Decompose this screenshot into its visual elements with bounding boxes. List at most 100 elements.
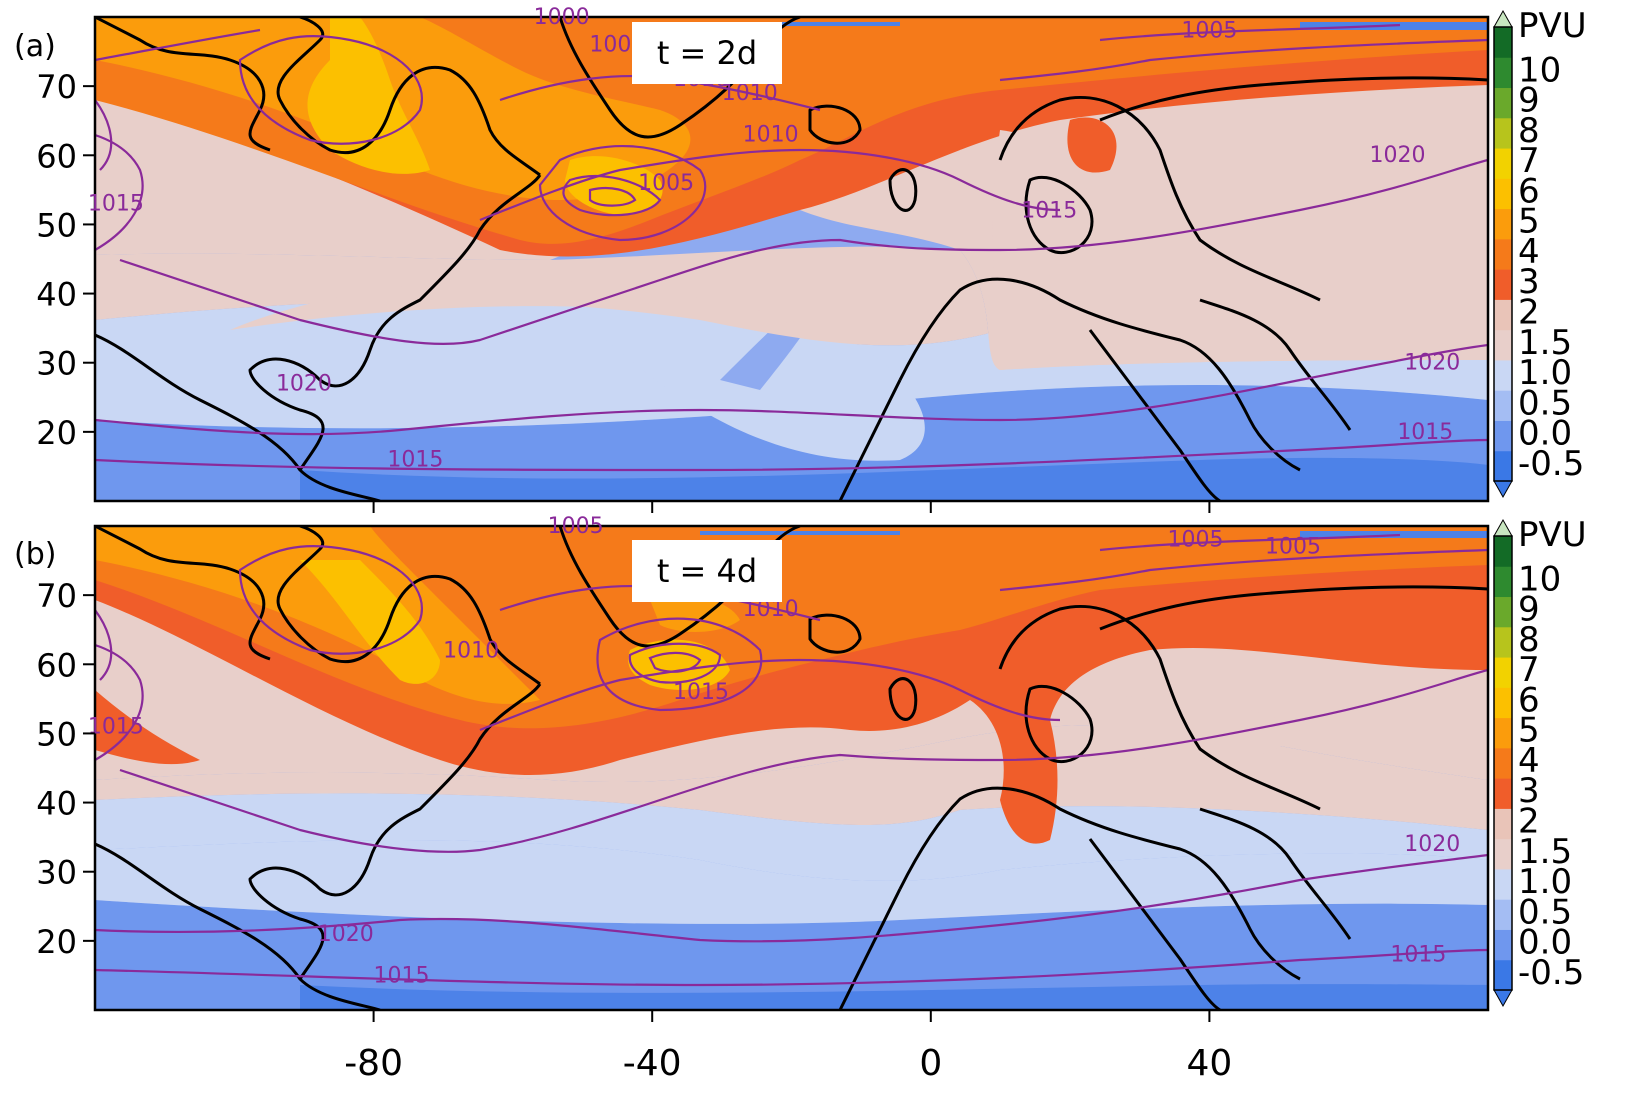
colorbar-segment-b <box>1494 566 1512 598</box>
colorbar-unit-a: PVU <box>1518 6 1587 46</box>
colorbar-label-b: 1.0 <box>1518 862 1572 902</box>
contour-label-a: 1015 <box>387 447 443 472</box>
colorbar-label-a: 2 <box>1518 293 1540 333</box>
colorbar-label-b: 4 <box>1518 741 1540 781</box>
colorbar-segment-b <box>1494 657 1512 688</box>
colorbar-min-arrow-b <box>1493 989 1513 1008</box>
pressure-contours-a <box>95 23 1488 472</box>
colorbar-label-a: 1.5 <box>1518 323 1572 363</box>
time-label-b: t = 4d <box>657 552 757 590</box>
coastlines-b <box>95 526 1488 1010</box>
time-label-a: t = 2d <box>657 34 757 72</box>
colorbar-outline-b <box>1493 535 1513 991</box>
colorbar-segment-b <box>1494 626 1512 658</box>
lon-tick-label: -40 <box>623 1043 682 1084</box>
colorbar-label-a: 5 <box>1518 202 1540 242</box>
colorbar-segment-b <box>1494 536 1512 567</box>
lat-tick-label-b: 40 <box>36 785 77 823</box>
contour-label-b: 1015 <box>1390 943 1446 968</box>
lat-tick-label-a: 30 <box>36 345 77 383</box>
colorbar-label-b: 6 <box>1518 680 1540 720</box>
contour-label-b: 1015 <box>673 680 729 705</box>
colorbar-segment-a <box>1494 178 1512 210</box>
contour-label-a: 1020 <box>1369 143 1425 168</box>
lat-tick-label-a: 20 <box>36 414 77 452</box>
colorbar-segment-a <box>1494 148 1512 179</box>
colorbar-max-arrow-a <box>1493 9 1513 28</box>
colorbar-label-b: 0.5 <box>1518 892 1572 932</box>
colorbar-unit-b: PVU <box>1518 515 1587 555</box>
colorbar-label-b: 0.0 <box>1518 923 1572 963</box>
lat-tick-label-b: 70 <box>36 577 77 615</box>
contour-label-b: 1020 <box>318 922 374 947</box>
colorbar-label-b: 2 <box>1518 802 1540 842</box>
colorbar-label-a: 10 <box>1518 50 1561 90</box>
contour-label-a: 1015 <box>88 192 144 217</box>
contour-label-a: 1020 <box>276 371 332 396</box>
lon-ticks: -80 -40 0 40 <box>344 501 1232 1084</box>
colorbar-segment-a <box>1494 238 1512 270</box>
pv-field-a <box>95 17 1488 501</box>
colorbar-label-b: -0.5 <box>1518 953 1584 993</box>
panel-a-frame <box>93 15 1490 503</box>
panel-label-a: (a) <box>14 29 56 64</box>
colorbar-label-a: 9 <box>1518 81 1540 121</box>
colorbar-segment-a <box>1494 359 1512 391</box>
contour-label-a: 1020 <box>1404 351 1460 376</box>
contour-label-b: 1015 <box>373 963 429 988</box>
colorbar-segment-b <box>1494 899 1512 930</box>
pressure-contours-b <box>95 533 1488 987</box>
colorbar-segment-a <box>1494 87 1512 119</box>
colorbar-segment-b <box>1494 687 1512 719</box>
colorbar-segment-a <box>1494 450 1512 482</box>
colorbar-label-a: 1.0 <box>1518 353 1572 393</box>
colorbar-label-a: 6 <box>1518 171 1540 211</box>
contour-label-b: 1010 <box>443 638 499 663</box>
lat-tick-label-b: 50 <box>36 715 77 753</box>
lon-tick-label: -80 <box>344 1043 403 1084</box>
colorbar-label-a: -0.5 <box>1518 444 1584 484</box>
lat-tick-label-a: 70 <box>36 68 77 106</box>
colorbar-segment-b <box>1494 808 1512 840</box>
contour-label-b: 1005 <box>1265 535 1321 560</box>
colorbar-label-a: 4 <box>1518 232 1540 272</box>
contour-label-a: 1010 <box>743 122 799 147</box>
colorbar-label-b: 8 <box>1518 620 1540 660</box>
contour-label-b: 1015 <box>88 714 144 739</box>
colorbar-segment-a <box>1494 299 1512 331</box>
colorbar-label-a: 0.0 <box>1518 414 1572 454</box>
lat-tick-label-a: 60 <box>36 137 77 175</box>
colorbar-segment-b <box>1494 868 1512 900</box>
panel-a: 1000100510051010101010101005101510151020… <box>14 5 1587 503</box>
colorbar-segment-a <box>1494 27 1512 58</box>
colorbar-label-b: 9 <box>1518 590 1540 630</box>
lat-tick-label-a: 40 <box>36 276 77 314</box>
colorbar-segment-a <box>1494 329 1512 361</box>
contour-label-b: 1005 <box>548 514 604 539</box>
contour-label-a: 1010 <box>722 81 778 106</box>
contour-label-a: 1015 <box>1397 420 1453 445</box>
colorbar-outline-a <box>1493 26 1513 482</box>
colorbar-segment-b <box>1494 747 1512 779</box>
colorbar-label-a: 8 <box>1518 111 1540 151</box>
colorbar-label-b: 1.5 <box>1518 832 1572 872</box>
lat-tick-label-b: 60 <box>36 646 77 684</box>
colorbar-label-a: 3 <box>1518 262 1540 302</box>
colorbar-label-a: 7 <box>1518 141 1540 181</box>
colorbar-segment-b <box>1494 596 1512 628</box>
colorbar-min-arrow-a <box>1493 480 1513 499</box>
contour-label-a: 1005 <box>638 171 694 196</box>
panel-b-frame <box>93 524 1490 1012</box>
lat-ticks-a: 20 30 40 50 60 70 <box>36 68 95 452</box>
contour-label-b: 1005 <box>1167 528 1223 553</box>
colorbar-segment-a <box>1494 390 1512 421</box>
colorbar-label-b: 7 <box>1518 650 1540 690</box>
colorbar-segment-b <box>1494 717 1512 749</box>
time-box-a: t = 2d <box>632 22 782 84</box>
colorbar-segment-b <box>1494 778 1512 809</box>
